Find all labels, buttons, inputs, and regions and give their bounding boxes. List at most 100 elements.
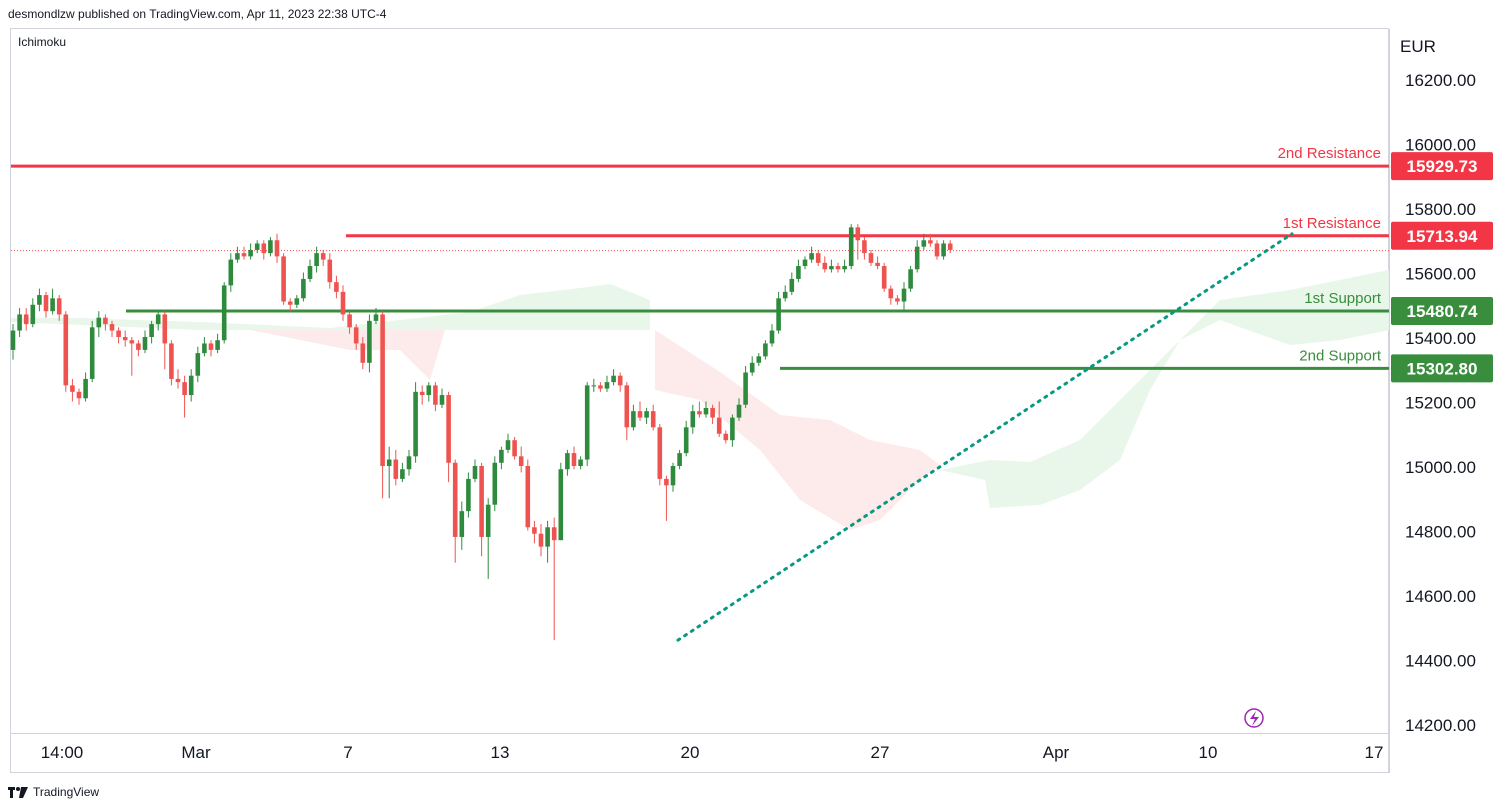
candle-body [89,327,95,379]
x-tick-label: 7 [343,743,352,762]
candle [782,285,788,302]
candle [677,449,682,470]
candle [155,311,161,331]
candle [545,520,550,563]
candle-body [743,372,748,405]
candle-body [512,440,517,457]
candle [50,288,55,315]
level-price-tag [1391,152,1493,181]
currency-label: EUR [1400,37,1436,56]
candle-body [703,407,709,415]
candle-body [17,314,22,331]
candle-body [63,314,69,386]
candle [868,249,874,267]
candle [769,324,775,347]
candle-body [499,449,504,463]
candle-body [268,240,273,254]
candle [175,369,181,389]
candle-body [307,266,313,279]
candle-body [611,375,616,383]
candle [43,291,49,318]
candle-body [650,411,656,428]
x-tick-label: Apr [1043,743,1070,762]
candle [413,382,418,463]
candle-body [37,295,42,305]
candle [862,237,867,260]
candle [228,253,234,292]
candle-body [525,466,531,528]
candle [386,446,392,499]
candle [360,337,366,370]
x-tick-label: 13 [491,743,510,762]
candle-body [327,259,333,283]
candle [466,472,471,518]
indicator-legend[interactable]: Ichimoku [18,35,67,49]
candle [479,462,484,557]
publisher-line: desmondlzw published on TradingView.com,… [8,7,387,21]
candle [76,388,82,405]
time-axis[interactable]: 14:00 Mar 7 13 20 27 Apr 10 17 [11,733,1389,763]
candle-body [129,340,135,344]
candle-body [848,227,854,267]
candle-body [730,417,735,441]
candle [829,259,834,273]
candle [320,249,326,267]
candle-body [122,337,128,341]
candle-body [103,317,108,325]
candle [195,346,201,383]
candle-body [10,330,16,350]
candle [274,233,280,263]
candle [551,517,557,641]
y-tick-label: 15000.00 [1405,458,1476,477]
level-price-value: 15713.94 [1407,227,1478,246]
candle [83,372,88,402]
candle-body [578,459,583,466]
level-price-value: 15929.73 [1407,157,1478,176]
candle [578,456,583,470]
candle [604,375,610,392]
candle [294,295,300,308]
candle-body [367,320,372,363]
candle-body [479,466,484,537]
candle-body [835,266,841,270]
candle-body [571,453,577,466]
candle [433,382,438,412]
candle [730,414,735,447]
candle-body [881,266,887,289]
candle [89,320,95,383]
candle [796,259,801,283]
x-tick-label: 10 [1199,743,1218,762]
candle [703,401,709,418]
candle-body [914,246,920,270]
candle-body [776,298,781,331]
candle [881,262,887,292]
candle-body [584,385,590,460]
candle [591,378,597,392]
candle-body [809,253,814,260]
brand-name: TradingView [33,785,100,799]
candle [875,256,880,270]
candle-body [281,256,286,302]
candle [202,337,207,357]
candle [30,298,36,328]
candle-body [373,314,379,321]
lightning-icon[interactable] [1244,708,1264,728]
candle [327,253,333,289]
candle-body [598,385,603,389]
price-axis[interactable]: EUR 16200.00 16000.00 15800.00 15600.00 1540… [1389,28,1508,774]
candle [895,295,900,305]
candle-body [551,527,557,541]
candle-body [657,427,663,479]
candle [96,311,102,337]
candle-body [670,466,676,486]
level-price-tags: 15929.73 15713.94 15480.74 15302.80 [1391,152,1493,383]
candle-body [875,262,880,267]
candle [565,449,570,476]
brand-footer[interactable]: TradingView [8,785,99,799]
candle-body [492,462,498,505]
chart-frame [10,28,1389,773]
candle [208,340,214,357]
candle [928,233,933,247]
candle [367,314,372,373]
